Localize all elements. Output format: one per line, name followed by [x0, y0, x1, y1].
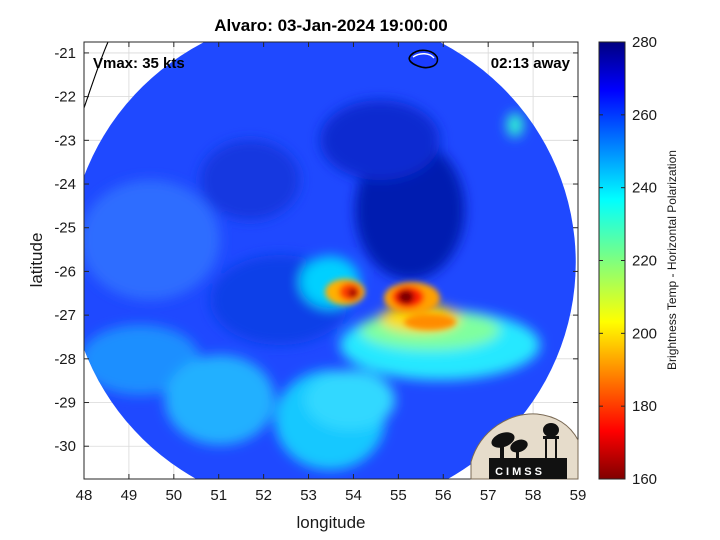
- colorbar-tick-label: 200: [632, 325, 657, 342]
- colorbar-tick-label: 160: [632, 471, 657, 488]
- x-tick-label: 52: [255, 487, 272, 504]
- y-axis-label: latitude: [27, 233, 46, 288]
- colorbar-label: Brightness Temp - Horizontal Polarizatio…: [665, 150, 679, 370]
- field-region: [165, 355, 275, 445]
- y-tick-label: -22: [54, 89, 76, 106]
- tower-leg: [555, 439, 557, 461]
- x-axis-label: longitude: [296, 513, 365, 532]
- y-tick-label: -30: [54, 438, 76, 455]
- y-tick-label: -23: [54, 132, 76, 149]
- x-tick-label: 54: [345, 487, 362, 504]
- logo-ground: [489, 458, 567, 479]
- satellite-dish-icon: [510, 439, 528, 453]
- colorbar-tick-label: 260: [632, 107, 657, 124]
- x-tick-label: 58: [525, 487, 542, 504]
- x-tick-label: 50: [165, 487, 182, 504]
- rain-band-core: [404, 314, 456, 330]
- colorbar: [598, 41, 626, 480]
- cold-cores: [325, 279, 456, 330]
- x-tick-label: 53: [300, 487, 317, 504]
- field-region: [320, 100, 440, 180]
- x-tick-label: 56: [435, 487, 452, 504]
- field-region: [84, 325, 200, 395]
- x-tick-label: 48: [76, 487, 93, 504]
- field-region: [305, 370, 395, 430]
- y-tick-label: -25: [54, 220, 76, 237]
- field-region: [507, 113, 523, 137]
- tower-leg: [545, 439, 547, 461]
- core-center-west: [348, 288, 358, 298]
- y-tick-label: -26: [54, 263, 76, 280]
- y-tick-label: -28: [54, 351, 76, 368]
- reunion-island-outline: [412, 53, 435, 59]
- madagascar-coast: [84, 42, 109, 109]
- chart-title: Alvaro: 03-Jan-2024 19:00:00: [214, 16, 447, 35]
- y-tick-label: -27: [54, 307, 76, 324]
- x-tick-label: 51: [210, 487, 227, 504]
- x-tick-label: 49: [121, 487, 138, 504]
- y-tick-label: -29: [54, 395, 76, 412]
- logo-text: CIMSS: [495, 466, 545, 478]
- colorbar-tick-label: 220: [632, 253, 657, 270]
- field-region: [200, 140, 300, 220]
- vmax-annotation: Vmax: 35 kts: [93, 55, 185, 72]
- field-region: [84, 180, 220, 300]
- time-away-annotation: 02:13 away: [491, 55, 571, 72]
- colorbar-tick-label: 280: [632, 34, 657, 51]
- water-tower-icon: [543, 423, 559, 437]
- cimss-logo: CIMSS: [470, 413, 579, 480]
- dish-post: [500, 446, 504, 462]
- colorbar-ticks: 160 180 200 220 240 260 280: [599, 34, 657, 488]
- satellite-dish-icon: [491, 432, 515, 448]
- temperature-field: [84, 100, 540, 470]
- coastlines: [84, 42, 439, 109]
- y-axis: -21 -22 -23 -24 -25 -26 -27 -28 -29 -30: [54, 45, 578, 455]
- colorbar-tick-label: 180: [632, 398, 657, 415]
- y-tick-label: -24: [54, 176, 76, 193]
- core-center-east: [398, 290, 414, 304]
- x-tick-label: 57: [480, 487, 497, 504]
- x-tick-label: 59: [570, 487, 587, 504]
- logo-silhouette: [489, 423, 567, 479]
- tower-deck: [543, 436, 559, 439]
- x-axis: 48 49 50 51 52 53 54 55 56 57 58 59: [76, 42, 587, 504]
- dish-post: [516, 451, 519, 462]
- y-tick-label: -21: [54, 45, 76, 62]
- axes-box: [83, 41, 579, 480]
- x-tick-label: 55: [390, 487, 407, 504]
- colorbar-tick-label: 240: [632, 180, 657, 197]
